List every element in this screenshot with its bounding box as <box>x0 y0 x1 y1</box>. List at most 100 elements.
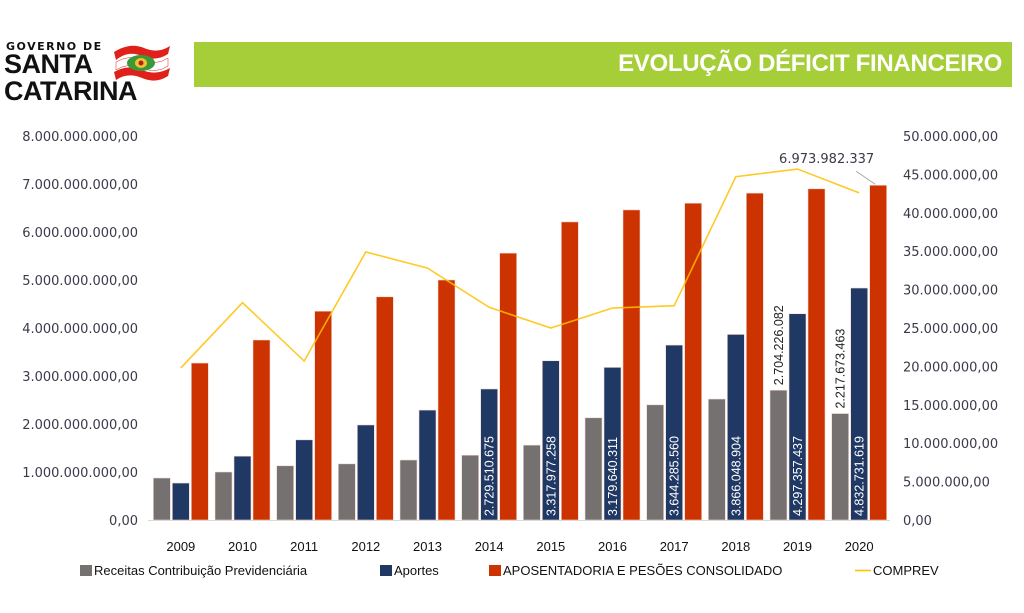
x-tick-label: 2011 <box>290 539 318 554</box>
title-banner: EVOLUÇÃO DÉFICIT FINANCEIRO <box>194 42 1012 87</box>
bar-aposentadoria-e-pes-es-consolidado-2011 <box>314 310 332 521</box>
bar-aportes-2015 <box>542 360 560 521</box>
legend-label: Receitas Contribuição Previdenciária <box>94 563 308 578</box>
y-tick-left-label: 2.000.000.000,00 <box>22 418 138 433</box>
flag-icon <box>114 45 170 81</box>
bar-receitas-contribui-o-previdenci-ria-2016 <box>584 417 603 521</box>
x-tick-label: 2014 <box>475 539 504 554</box>
x-tick-label: 2019 <box>783 539 812 554</box>
bar-aportes-2018 <box>727 334 745 521</box>
bar-aposentadoria-e-pes-es-consolidado-2013 <box>437 279 456 521</box>
y-axis-right: 0,00 5.000.000,00 10.000.000,00 15.000.000,… <box>903 130 998 529</box>
legend-swatch <box>80 565 92 576</box>
y-tick-right-label: 25.000.000,00 <box>903 322 998 337</box>
x-tick-label: 2009 <box>166 539 195 554</box>
bar-aposentadoria-e-pes-es-consolidado-2012 <box>376 296 394 521</box>
y-tick-right-label: 35.000.000,00 <box>903 245 998 260</box>
bar-data-label: 3.179.640.311 <box>606 437 620 516</box>
y-tick-left-label: 1.000.000.000,00 <box>22 466 138 481</box>
bar-data-label: 2.704.226.082 <box>772 305 786 385</box>
x-tick-label: 2010 <box>228 539 257 554</box>
y-tick-left-label: 5.000.000.000,00 <box>22 274 138 289</box>
legend-item-1: Receitas Contribuição Previdenciária <box>80 563 308 578</box>
bar-aportes-2010 <box>233 455 252 521</box>
bar-aposentadoria-e-pes-es-consolidado-2009 <box>191 362 209 521</box>
bar-aportes-2014 <box>480 388 498 521</box>
bar-receitas-contribui-o-previdenci-ria-2019 <box>769 389 788 521</box>
logo-line-governo: GOVERNO DE <box>6 40 103 53</box>
x-tick-label: 2015 <box>536 539 565 554</box>
y-tick-right-label: 0,00 <box>903 514 932 529</box>
bar-data-label: 6.973.982.337 <box>779 152 874 167</box>
legend-item-4: COMPREV <box>855 563 939 578</box>
legend-item-2: Aportes <box>380 563 439 578</box>
y-tick-left-label: 3.000.000.000,00 <box>22 370 138 385</box>
bar-data-label: 2.729.510.675 <box>483 436 497 516</box>
logo-governo-santa-catarina: GOVERNO DE SANTA CATARINA <box>4 38 179 110</box>
bar-aportes-2020 <box>850 287 868 521</box>
x-axis: 2009 2010 2011 2012 2013 2014 2015 2016 2017 2018… <box>166 539 873 554</box>
bar-receitas-contribui-o-previdenci-ria-2011 <box>276 465 294 521</box>
chart-title: EVOLUÇÃO DÉFICIT FINANCEIRO <box>618 50 1002 77</box>
bar-aposentadoria-e-pes-es-consolidado-2020 <box>869 184 887 521</box>
x-tick-label: 2018 <box>721 539 750 554</box>
bar-aportes-2019 <box>788 313 807 521</box>
bar-aportes-2009 <box>172 482 190 521</box>
x-tick-label: 2013 <box>413 539 442 554</box>
bar-aportes-2012 <box>357 424 375 521</box>
y-tick-right-label: 40.000.000,00 <box>903 207 998 222</box>
bar-receitas-contribui-o-previdenci-ria-2020 <box>831 413 849 521</box>
bar-receitas-contribui-o-previdenci-ria-2017 <box>646 404 664 521</box>
legend-swatch <box>489 565 501 576</box>
bar-data-label: 3.317.977.258 <box>544 436 558 516</box>
data-labels-group: 2.729.510.675 3.317.977.258 3.179.640.311 3… <box>483 152 876 516</box>
y-tick-right-label: 50.000.000,00 <box>903 130 998 145</box>
bar-receitas-contribui-o-previdenci-ria-2010 <box>214 471 233 521</box>
bar-receitas-contribui-o-previdenci-ria-2012 <box>338 463 356 521</box>
y-tick-left-label: 7.000.000.000,00 <box>22 178 138 193</box>
bar-aposentadoria-e-pes-es-consolidado-2018 <box>746 192 764 521</box>
callout-leader-line <box>855 170 876 185</box>
y-tick-right-label: 45.000.000,00 <box>903 168 998 183</box>
bar-data-label: 3.866.048.904 <box>729 436 743 516</box>
y-tick-left-label: 8.000.000.000,00 <box>22 130 138 145</box>
bar-receitas-contribui-o-previdenci-ria-2013 <box>399 459 418 521</box>
legend-item-3: APOSENTADORIA E PESÕES CONSOLIDADO <box>489 563 782 578</box>
bar-aposentadoria-e-pes-es-consolidado-2019 <box>807 188 826 521</box>
bar-receitas-contribui-o-previdenci-ria-2015 <box>523 444 541 521</box>
bar-aportes-2013 <box>418 409 437 521</box>
y-tick-right-label: 5.000.000,00 <box>903 476 990 491</box>
bar-aportes-2017 <box>665 344 683 521</box>
legend-label: Aportes <box>394 563 439 578</box>
logo-line-catarina: CATARINA <box>4 76 137 106</box>
bar-aposentadoria-e-pes-es-consolidado-2014 <box>499 252 517 521</box>
x-tick-label: 2012 <box>351 539 380 554</box>
bar-data-label: 4.832.731.619 <box>853 436 867 516</box>
bar-receitas-contribui-o-previdenci-ria-2009 <box>153 477 171 521</box>
bar-aportes-2016 <box>603 367 622 521</box>
y-tick-right-label: 20.000.000,00 <box>903 360 998 375</box>
y-axis-left: 0,00 1.000.000.000,00 2.000.000.000,00 3.00… <box>22 130 138 529</box>
bar-aposentadoria-e-pes-es-consolidado-2010 <box>252 339 271 521</box>
y-tick-left-label: 6.000.000.000,00 <box>22 226 138 241</box>
bar-aposentadoria-e-pes-es-consolidado-2016 <box>622 209 641 521</box>
x-tick-label: 2016 <box>598 539 627 554</box>
bar-aportes-2011 <box>295 439 313 521</box>
y-tick-right-label: 30.000.000,00 <box>903 284 998 299</box>
bar-receitas-contribui-o-previdenci-ria-2018 <box>708 398 726 521</box>
x-tick-label: 2017 <box>660 539 689 554</box>
y-tick-left-label: 0,00 <box>109 514 138 529</box>
bar-aposentadoria-e-pes-es-consolidado-2017 <box>684 202 702 521</box>
bar-data-label: 4.297.357.437 <box>791 436 805 516</box>
legend-label: COMPREV <box>873 563 939 578</box>
legend-label: APOSENTADORIA E PESÕES CONSOLIDADO <box>503 563 782 578</box>
legend-swatch <box>380 565 392 576</box>
y-tick-right-label: 15.000.000,00 <box>903 399 998 414</box>
y-tick-left-label: 4.000.000.000,00 <box>22 322 138 337</box>
y-tick-right-label: 10.000.000,00 <box>903 437 998 452</box>
bar-receitas-contribui-o-previdenci-ria-2014 <box>461 454 479 521</box>
comprev-line-group <box>180 168 860 369</box>
bar-data-label: 2.217.673.463 <box>834 329 848 409</box>
bar-data-label: 3.644.285.560 <box>668 436 682 516</box>
